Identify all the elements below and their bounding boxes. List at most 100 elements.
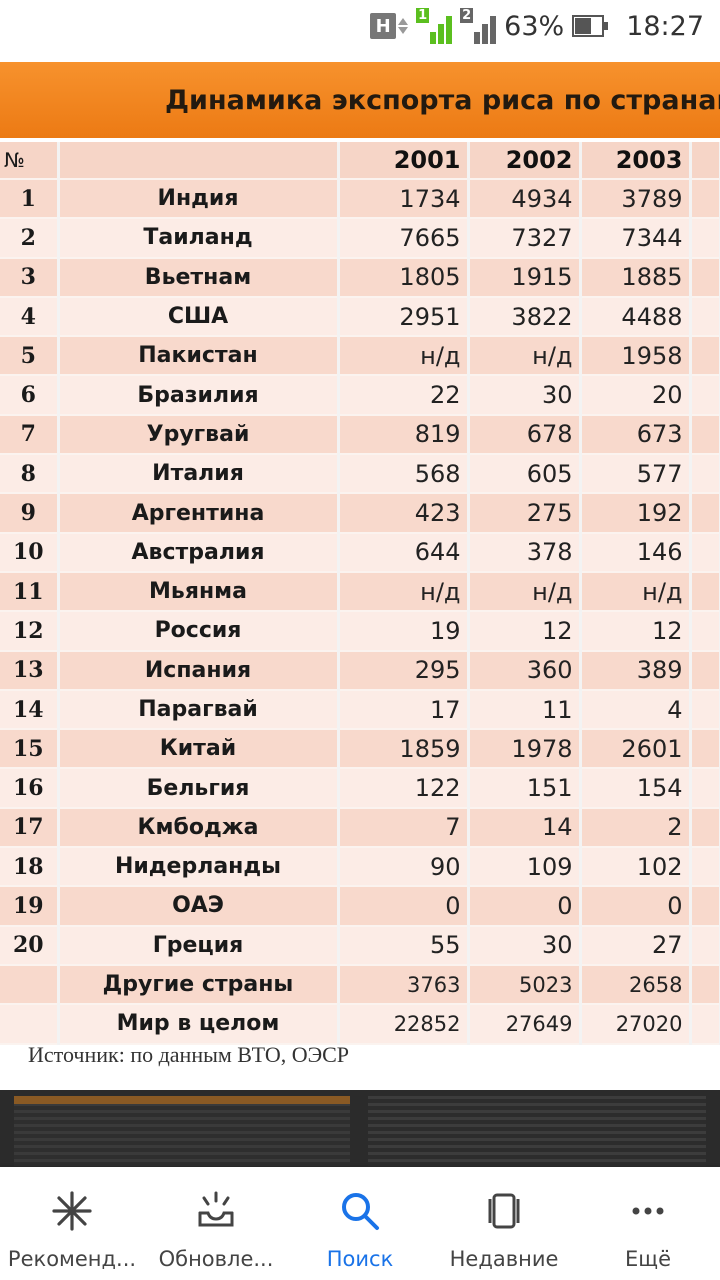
row-value-2001: 1734 [338, 179, 470, 220]
table-row: 10 Австралия 644 378 146 [0, 532, 720, 573]
table-row: 6 Бразилия 22 30 20 [0, 375, 720, 416]
row-value-2002: 1915 [468, 257, 582, 298]
row-value-2003: 192 [580, 493, 692, 534]
table-row: 17 Кмбоджа 7 14 2 [0, 807, 720, 849]
image-viewer[interactable]: Динамика экспорта риса по странам № 2001… [0, 52, 720, 1167]
row-value-2001: 7 [338, 807, 470, 849]
row-value-2001: 819 [338, 414, 470, 456]
row-value-2001: 7665 [338, 218, 470, 259]
data-activity-icon [398, 18, 409, 34]
row-spacer [690, 964, 720, 1006]
row-spacer [690, 532, 720, 573]
related-images-strip[interactable] [0, 1090, 720, 1167]
row-country: Испания [58, 650, 340, 691]
row-value-2002: 3822 [468, 296, 582, 338]
nav-recommendations[interactable]: Рекоменд... [0, 1167, 144, 1271]
bottom-navigation: Рекоменд... Обновле... Поиск Недавние Ещ… [0, 1167, 720, 1280]
row-number: 15 [0, 729, 60, 770]
row-value-2001: 55 [338, 925, 470, 966]
nav-label: Поиск [326, 1247, 394, 1271]
nav-updates[interactable]: Обновле... [144, 1167, 288, 1271]
row-value-2001: 1859 [338, 729, 470, 770]
row-value-2002: 1978 [468, 729, 582, 770]
row-value-2002: 109 [468, 847, 582, 888]
row-country: Индия [58, 179, 340, 220]
row-value-2001: н/д [338, 571, 470, 613]
row-number: 16 [0, 768, 60, 809]
row-number: 8 [0, 454, 60, 495]
row-value-2003: 577 [580, 454, 692, 495]
row-value-2002: 378 [468, 532, 582, 573]
nav-label: Обновле... [158, 1247, 274, 1271]
row-value-2001: 22852 [338, 1004, 470, 1045]
network-type-indicator: H [370, 13, 409, 39]
row-value-2001: 3763 [338, 964, 470, 1006]
row-value-2001: 568 [338, 454, 470, 495]
row-spacer [690, 847, 720, 888]
row-country: Бельгия [58, 768, 340, 809]
row-value-2002: 12 [468, 611, 582, 652]
header-name [58, 142, 340, 180]
table-row: 9 Аргентина 423 275 192 [0, 493, 720, 534]
table-row: 20 Греция 55 30 27 [0, 925, 720, 966]
table-row: 1 Индия 1734 4934 3789 [0, 179, 720, 220]
header-year-2002: 2002 [468, 142, 582, 180]
row-value-2002: 5023 [468, 964, 582, 1006]
status-icons: H 1 2 63% 18:27 [370, 6, 704, 46]
row-country: Италия [58, 454, 340, 495]
table-row: Мир в целом 22852 27649 27020 [0, 1004, 720, 1045]
row-spacer [690, 729, 720, 770]
row-value-2002: 30 [468, 925, 582, 966]
nav-more[interactable]: Ещё [576, 1167, 720, 1271]
row-value-2001: 295 [338, 650, 470, 691]
rice-export-table: № 2001 2002 2003 1 Индия 1734 4934 3789 2 Таил… [0, 142, 720, 1045]
row-value-2003: 27020 [580, 1004, 692, 1045]
row-value-2001: 90 [338, 847, 470, 888]
row-value-2003: 1885 [580, 257, 692, 298]
row-value-2003: 3789 [580, 179, 692, 220]
row-value-2003: 7344 [580, 218, 692, 259]
sim1-label: 1 [416, 8, 430, 23]
table-row: 7 Уругвай 819 678 673 [0, 414, 720, 456]
row-spacer [690, 650, 720, 691]
row-value-2002: 605 [468, 454, 582, 495]
row-value-2002: 27649 [468, 1004, 582, 1045]
table-row: 14 Парагвай 17 11 4 [0, 689, 720, 731]
row-value-2003: 2 [580, 807, 692, 849]
battery-percent: 63% [504, 10, 565, 42]
row-value-2003: 102 [580, 847, 692, 888]
table-title: Динамика экспорта риса по странам [165, 84, 720, 116]
row-country: Мир в целом [58, 1004, 340, 1045]
row-value-2001: 1805 [338, 257, 470, 298]
nav-label: Ещё [625, 1247, 671, 1271]
nav-recent[interactable]: Недавние [432, 1167, 576, 1271]
row-spacer [690, 807, 720, 849]
row-value-2002: 360 [468, 650, 582, 691]
row-number: 11 [0, 571, 60, 613]
row-country: Парагвай [58, 689, 340, 731]
status-bar: H 1 2 63% 18:27 [0, 0, 720, 52]
row-value-2002: 678 [468, 414, 582, 456]
network-type-icon: H [370, 13, 397, 39]
table-row: 12 Россия 19 12 12 [0, 611, 720, 652]
row-value-2003: 1958 [580, 336, 692, 377]
row-number: 12 [0, 611, 60, 652]
related-image-thumbnail[interactable] [14, 1096, 350, 1166]
nav-search[interactable]: Поиск [288, 1167, 432, 1271]
row-value-2002: 4934 [468, 179, 582, 220]
row-value-2003: 673 [580, 414, 692, 456]
table-row: 18 Нидерланды 90 109 102 [0, 847, 720, 888]
row-spacer [690, 218, 720, 259]
row-country: Мьянма [58, 571, 340, 613]
row-spacer [690, 571, 720, 613]
row-number: 19 [0, 886, 60, 927]
row-country: Нидерланды [58, 847, 340, 888]
row-country: Уругвай [58, 414, 340, 456]
header-spacer [690, 142, 720, 180]
table-row: 8 Италия 568 605 577 [0, 454, 720, 495]
related-image-thumbnail[interactable] [368, 1096, 706, 1166]
row-value-2003: 27 [580, 925, 692, 966]
row-country: Пакистан [58, 336, 340, 377]
row-number: 14 [0, 689, 60, 731]
row-value-2002: 151 [468, 768, 582, 809]
